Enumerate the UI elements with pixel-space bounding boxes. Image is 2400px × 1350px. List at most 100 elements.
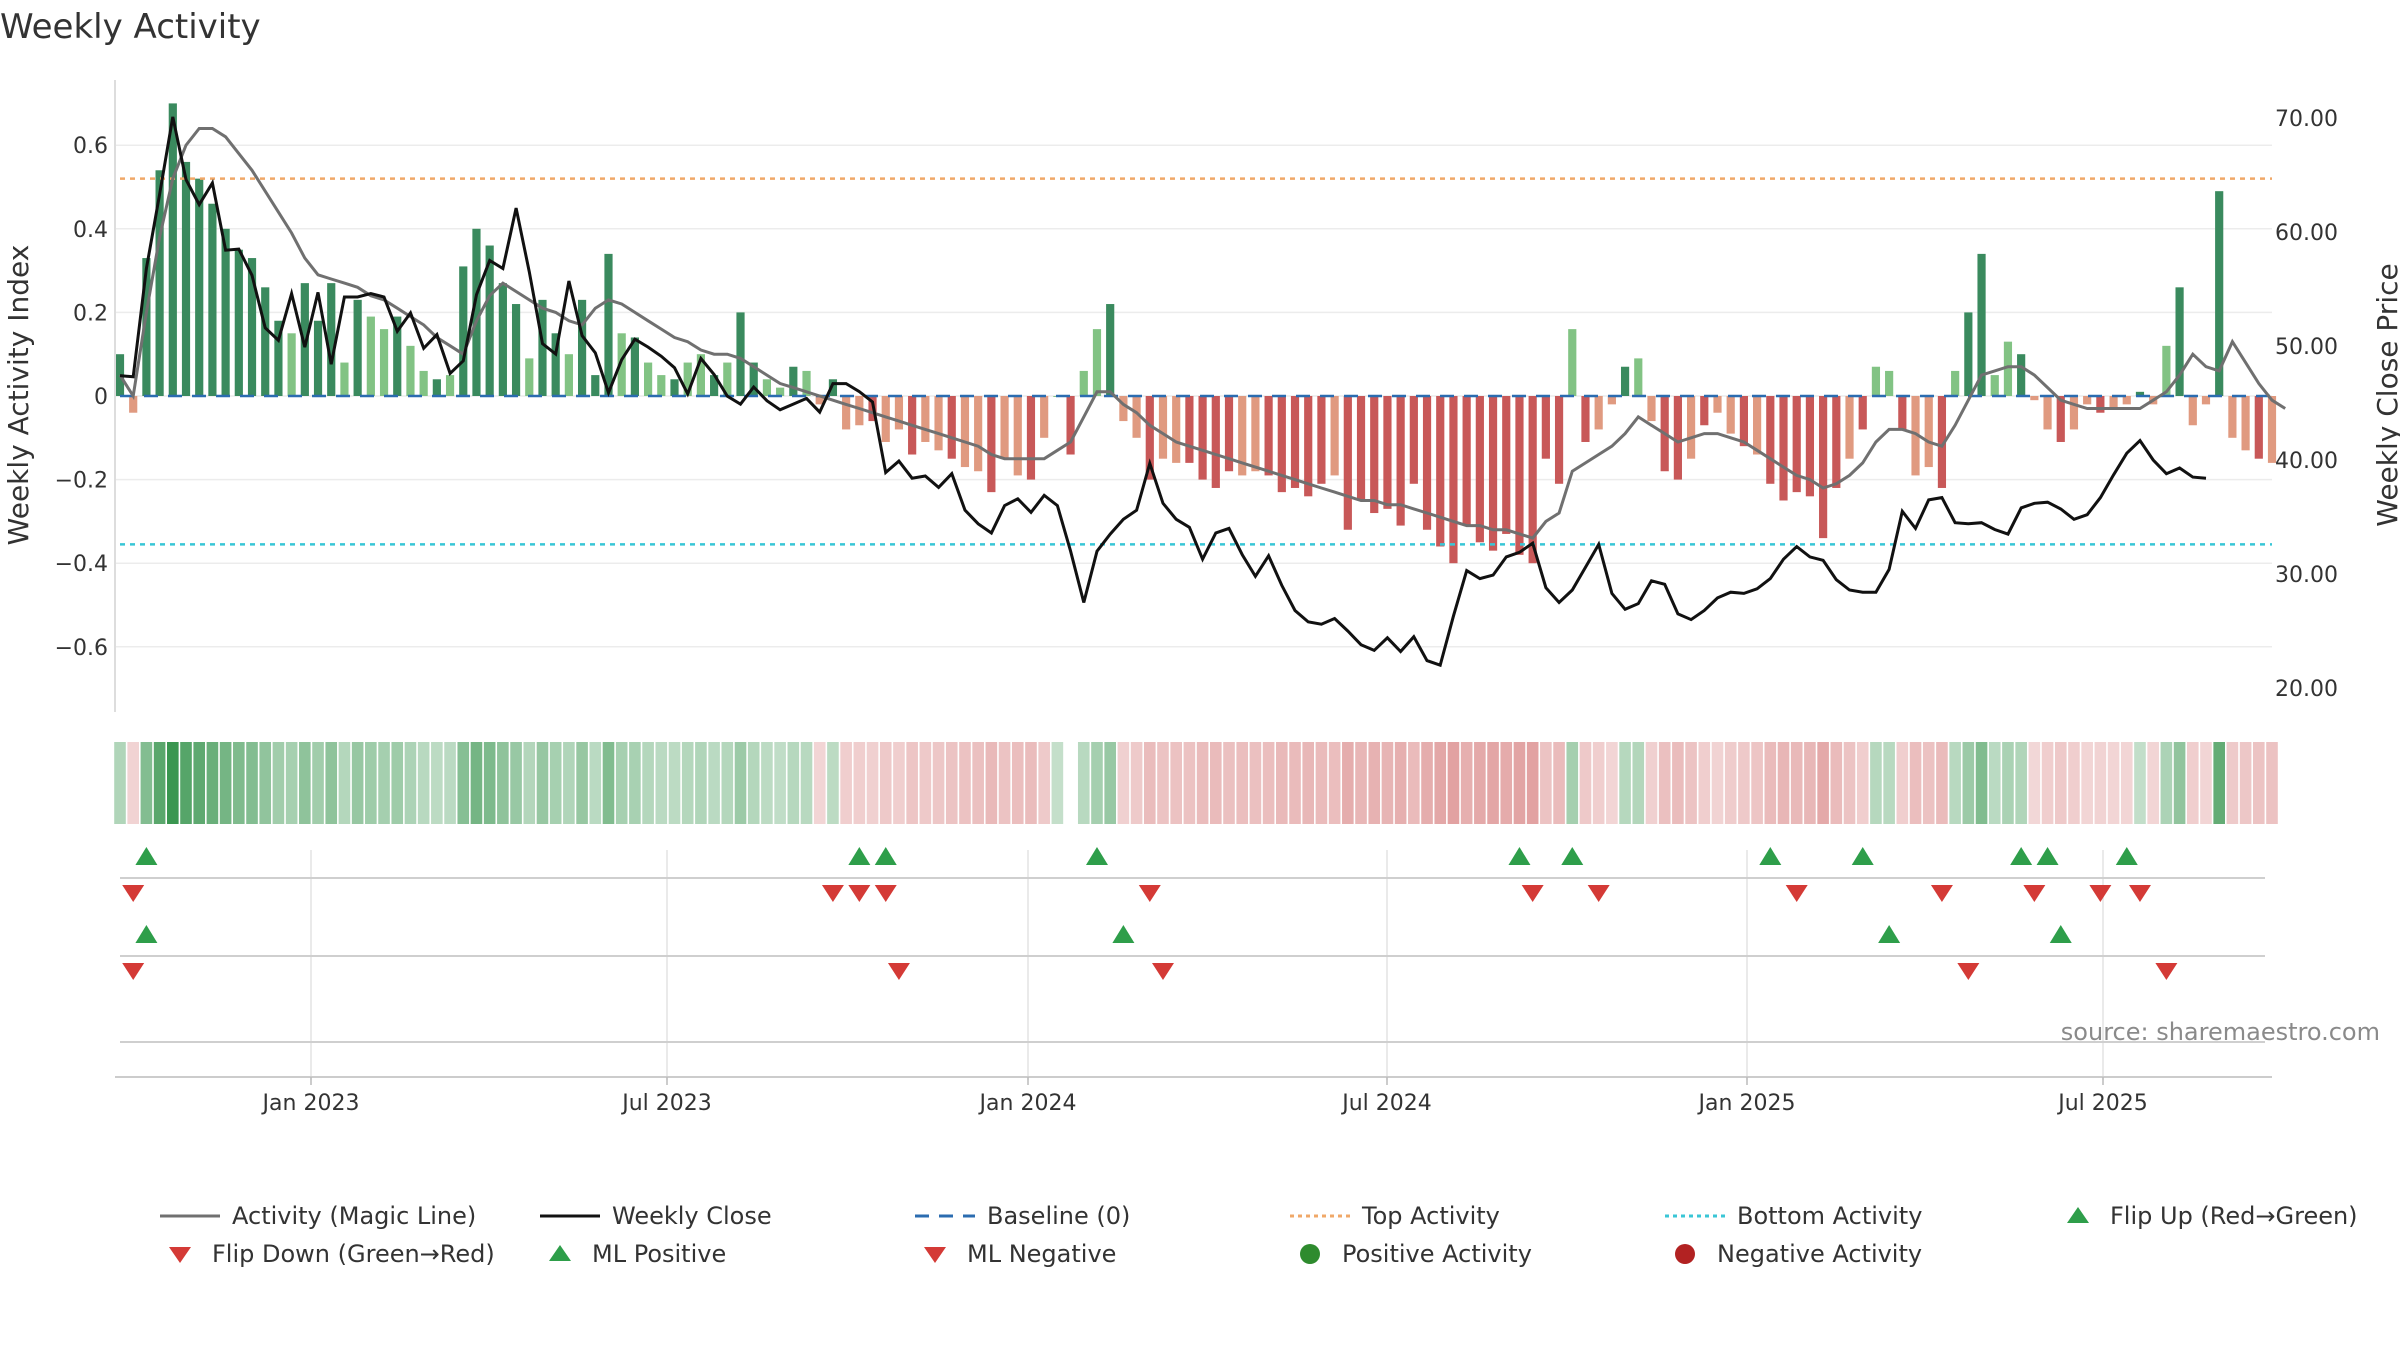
strip-cell: [2160, 742, 2173, 824]
strip-cell: [866, 742, 879, 824]
activity-bar: [287, 333, 296, 396]
left-tick-label: 0.2: [73, 301, 108, 326]
up-signal-marker: [1085, 847, 1108, 865]
legend-label: ML Positive: [592, 1240, 727, 1268]
strip-cell: [2239, 742, 2252, 824]
activity-bar: [1502, 396, 1511, 534]
strip-cell: [2002, 742, 2014, 824]
activity-bar: [1330, 396, 1339, 476]
legend-label: ML Negative: [967, 1240, 1117, 1268]
legend-label: Bottom Activity: [1737, 1202, 1923, 1230]
activity-bar: [353, 299, 362, 396]
activity-bar: [1885, 370, 1894, 396]
activity-bar: [1422, 396, 1432, 530]
strip-cell: [695, 742, 707, 824]
activity-bar: [2030, 396, 2039, 401]
activity-bar: [274, 320, 283, 396]
strip-cell: [2081, 742, 2093, 824]
activity-bar: [511, 304, 521, 396]
legend-item: Baseline (0): [915, 1198, 1130, 1234]
strip-cell: [1276, 742, 1288, 824]
activity-bar: [1924, 396, 1933, 468]
down-signal-marker: [1587, 885, 1610, 902]
strip-cell: [959, 742, 971, 824]
activity-bar: [1713, 396, 1722, 413]
strip-cell: [1157, 742, 1169, 824]
left-tick-label: −0.6: [55, 636, 108, 661]
down-signal-marker: [122, 963, 145, 980]
strip-cell: [734, 742, 747, 824]
strip-cell: [668, 742, 681, 824]
activity-bar: [2162, 345, 2171, 396]
strip-cell: [879, 742, 892, 824]
up-signal-marker: [135, 847, 158, 865]
strip-cell: [774, 742, 786, 824]
strip-cell: [378, 742, 390, 824]
activity-bar: [1739, 396, 1748, 447]
activity-bars: [115, 103, 2277, 564]
activity-bar: [538, 299, 547, 396]
strip-cell: [285, 742, 298, 824]
activity-bar: [1409, 396, 1418, 484]
activity-bar: [485, 245, 494, 396]
left-axis-label: Weekly Activity Index: [2, 245, 35, 546]
strip-cell: [2068, 742, 2080, 824]
strip-cell: [972, 742, 984, 824]
activity-bar: [2215, 191, 2224, 396]
down-signal-marker: [1930, 885, 1953, 902]
strip-cell: [1936, 742, 1948, 824]
strip-cell: [1764, 742, 1777, 824]
activity-bar: [1951, 370, 1960, 396]
strip-cell: [2041, 742, 2054, 824]
down-signal-marker: [887, 963, 910, 980]
strip-cell: [246, 742, 258, 824]
activity-bar: [1304, 396, 1313, 497]
strip-cell: [1262, 742, 1275, 824]
activity-bar: [1964, 312, 1973, 396]
activity-bar: [1753, 396, 1762, 455]
activity-bar: [1238, 396, 1247, 476]
x-tick-label: Jul 2023: [620, 1091, 712, 1116]
activity-bar: [776, 387, 785, 396]
strip-cell: [1909, 742, 1922, 824]
strip-cell: [1077, 742, 1090, 824]
activity-bar: [1515, 396, 1524, 555]
activity-bar: [921, 396, 930, 442]
strip-cell: [1025, 742, 1037, 824]
triangle-down-legend-swatch: [169, 1247, 191, 1263]
strip-cell: [259, 742, 272, 824]
activity-bar: [142, 258, 151, 396]
triangle-down-legend-swatch: [924, 1247, 946, 1263]
activity-bar: [1462, 396, 1471, 526]
activity-bar: [327, 283, 336, 396]
strip-cell: [2200, 742, 2212, 824]
x-tick-label: Jan 2024: [978, 1091, 1077, 1116]
strip-cell: [338, 742, 351, 824]
left-tick-label: −0.2: [55, 469, 108, 494]
strip-cell: [1434, 742, 1447, 824]
strip-cell: [206, 742, 219, 824]
activity-bar: [155, 170, 164, 396]
activity-bar: [498, 283, 507, 396]
down-signal-marker: [2155, 963, 2178, 980]
dot-line-legend-swatch: [1665, 1214, 1725, 1218]
strip-cell: [312, 742, 324, 824]
strip-cell: [761, 742, 773, 824]
strip-cell: [365, 742, 377, 824]
strip-cell: [351, 742, 364, 824]
activity-bar: [1726, 396, 1735, 434]
up-signal-marker: [2036, 847, 2059, 865]
activity-bar: [1898, 396, 1907, 430]
strip-cell: [1249, 742, 1262, 824]
activity-bar: [749, 362, 758, 396]
strip-cell: [1421, 742, 1433, 824]
activity-bar: [670, 379, 679, 396]
strip-cell: [1553, 742, 1565, 824]
strip-cell: [523, 742, 536, 824]
activity-bar: [129, 396, 138, 413]
strip-cell: [1315, 742, 1328, 824]
strip-cell: [1817, 742, 1829, 824]
legend-item: Weekly Close: [540, 1198, 772, 1234]
activity-bar: [1092, 329, 1102, 396]
down-signal-marker: [874, 885, 897, 902]
